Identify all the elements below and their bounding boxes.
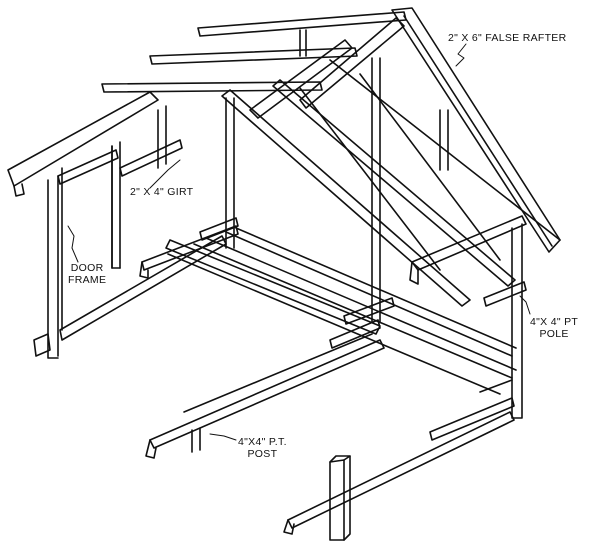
false-rafter-label: 2" X 6" FALSE RAFTER <box>448 32 567 44</box>
door-frame-text-2: FRAME <box>68 274 107 286</box>
girt-label: 2" X 4" GIRT <box>130 186 193 198</box>
door-frame-text-1: DOOR <box>70 262 104 274</box>
pt-post-label: 4"X4" P.T. POST <box>238 436 287 460</box>
pt-post-text-2: POST <box>247 448 278 460</box>
pt-pole-label: 4"X 4" PT POLE <box>530 316 578 340</box>
pt-pole-text-1: 4"X 4" PT <box>530 316 579 328</box>
pt-posts <box>191 427 351 541</box>
leader-lines <box>67 43 531 441</box>
pt-pole-text-2: POLE <box>539 328 569 340</box>
girt-text: 2" X 4" GIRT <box>130 186 194 198</box>
pt-post-text-1: 4"X4" P.T. <box>238 436 287 448</box>
door-frame-label: DOOR FRAME <box>68 262 106 286</box>
false-rafters <box>7 7 561 307</box>
floor-framing <box>139 217 517 535</box>
door-frame <box>33 139 227 357</box>
poles <box>47 29 523 419</box>
false-rafter-text: 2" X 6" FALSE RAFTER <box>448 32 567 44</box>
